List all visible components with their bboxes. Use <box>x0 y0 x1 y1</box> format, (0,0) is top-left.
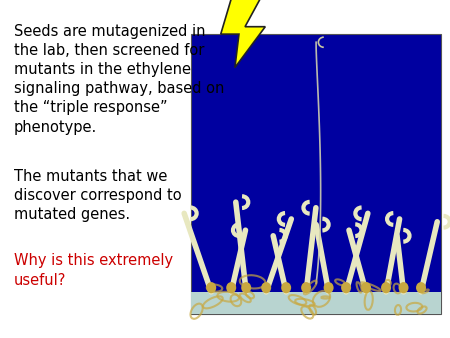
Ellipse shape <box>416 282 426 293</box>
Text: Seeds are mutagenized in
the lab, then screened for
mutants in the ethylene
sign: Seeds are mutagenized in the lab, then s… <box>14 24 224 135</box>
Ellipse shape <box>361 282 371 293</box>
Ellipse shape <box>341 282 351 293</box>
Ellipse shape <box>226 282 236 293</box>
Ellipse shape <box>301 282 311 293</box>
Ellipse shape <box>381 282 391 293</box>
Ellipse shape <box>206 282 216 293</box>
Bar <box>191 34 441 314</box>
Polygon shape <box>221 0 266 68</box>
Ellipse shape <box>399 282 409 293</box>
Ellipse shape <box>241 282 251 293</box>
Ellipse shape <box>324 282 333 293</box>
Ellipse shape <box>281 282 291 293</box>
Text: Why is this extremely
useful?: Why is this extremely useful? <box>14 254 173 288</box>
Bar <box>191 292 441 314</box>
Ellipse shape <box>261 282 271 293</box>
Text: The mutants that we
discover correspond to
mutated genes.: The mutants that we discover correspond … <box>14 169 181 222</box>
